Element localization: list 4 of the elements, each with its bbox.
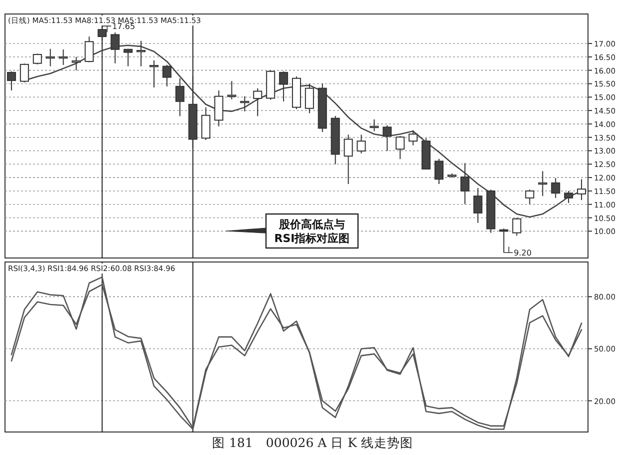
caption: 图 181 000026 A 日 K 线走势图 (212, 435, 413, 450)
annotation: 17.65 (112, 22, 136, 32)
annotation: 9.20 (514, 248, 532, 258)
annotation: 股价高低点与 RSI指标对应图 (274, 218, 350, 245)
